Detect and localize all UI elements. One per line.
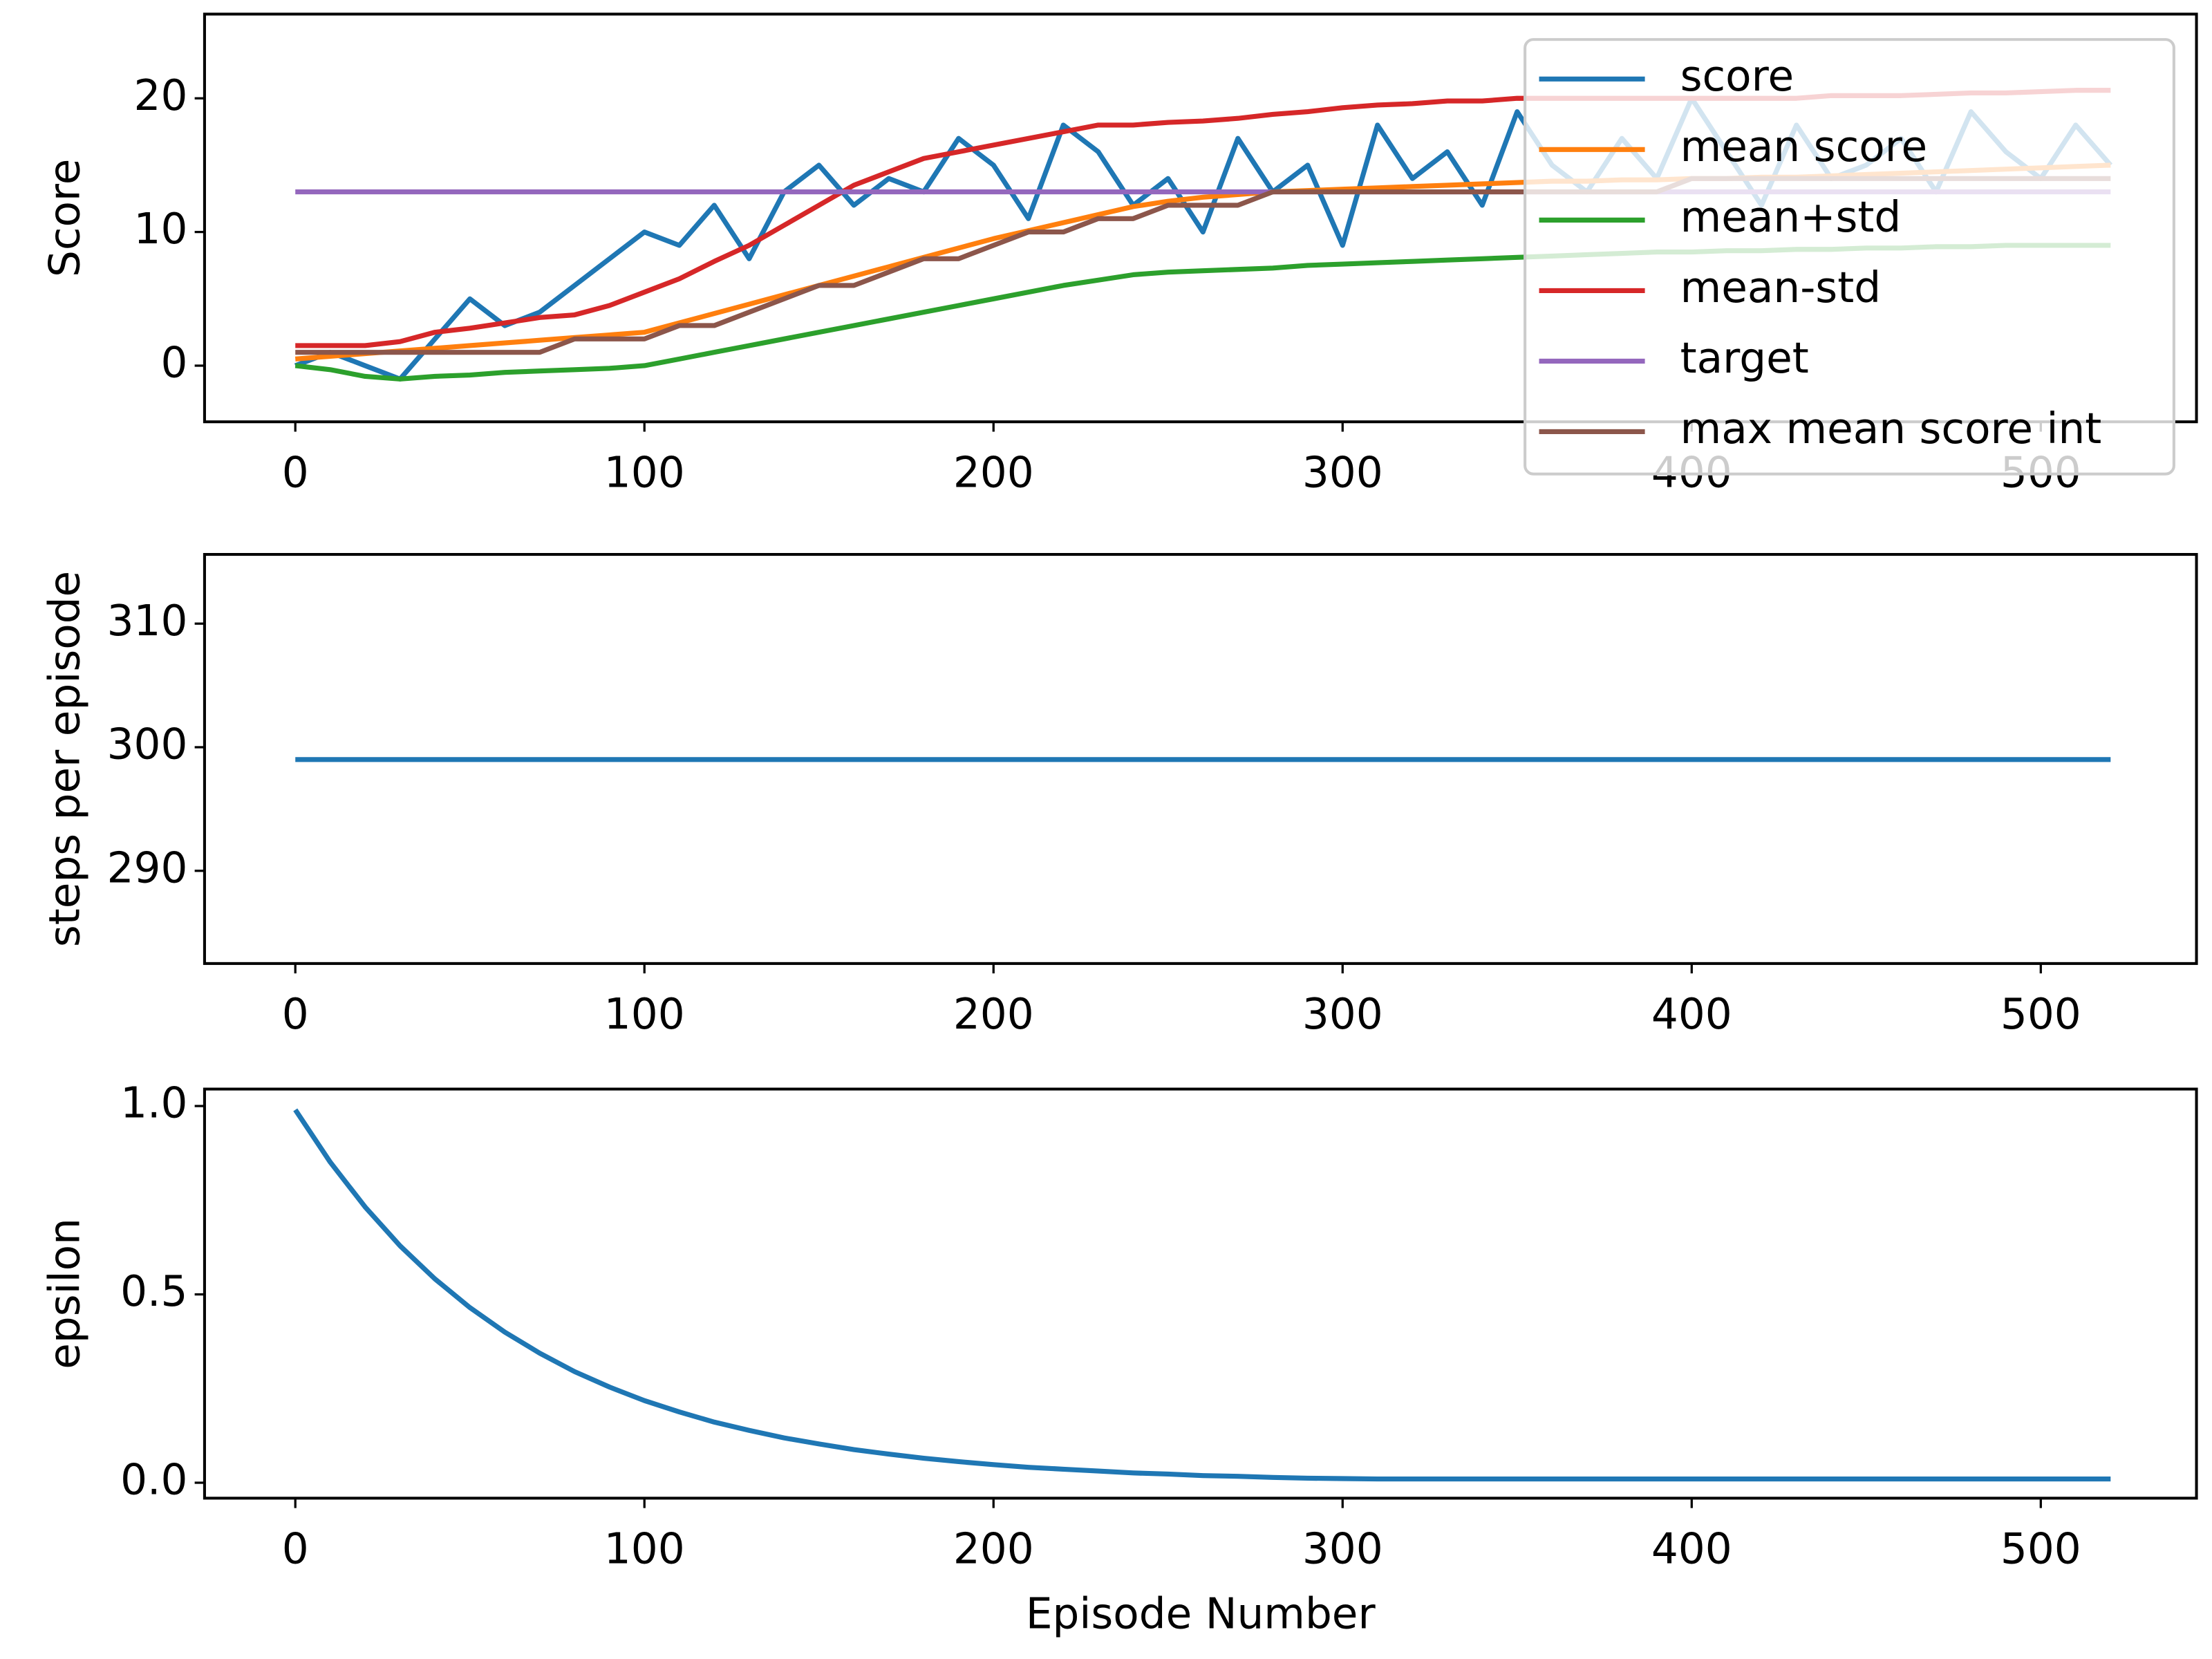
x-axis-label: Episode Number [1026, 1589, 1376, 1638]
y-tick-label: 300 [107, 720, 188, 769]
x-tick-label: 300 [1302, 990, 1383, 1039]
legend-label: mean-std [1680, 263, 1881, 312]
y-tick-label: 1.0 [120, 1079, 187, 1128]
y-tick-label: 20 [134, 71, 188, 120]
y-axis-label: epsilon [41, 1218, 90, 1369]
x-tick-label: 200 [953, 990, 1034, 1039]
series-line [293, 1108, 2111, 1482]
legend-label: mean+std [1680, 193, 1902, 242]
axes-frame [203, 12, 2198, 424]
legend-box [1524, 38, 2175, 476]
x-tick-label: 500 [2000, 1524, 2081, 1573]
x-tick-label: 400 [1651, 990, 1732, 1039]
x-tick-label: 300 [1302, 1524, 1383, 1573]
legend-label: max mean score int [1680, 404, 2102, 453]
y-tick-label: 310 [107, 597, 188, 646]
x-tick-label: 200 [953, 1524, 1034, 1573]
y-tick-label: 0.0 [120, 1456, 187, 1505]
subplot: 010020030040050001020Scorescoremean scor… [41, 12, 2198, 497]
legend-label: target [1680, 334, 1809, 383]
y-tick-label: 0.5 [120, 1267, 187, 1316]
x-tick-label: 100 [604, 990, 685, 1039]
axes-frame [203, 553, 2198, 965]
x-tick-label: 100 [604, 448, 685, 497]
y-tick-label: 10 [134, 205, 188, 254]
x-tick-label: 400 [1651, 1524, 1732, 1573]
y-tick-label: 0 [160, 339, 187, 388]
legend-label: score [1680, 52, 1794, 101]
x-tick-label: 300 [1302, 448, 1383, 497]
subplot: 0 100 200 300 400 500 0.0 0.5 1.0 epsilon Episode … [41, 1079, 2198, 1638]
subplot: 0 100 200 300 400 500 290 300 310 steps per episo… [41, 553, 2198, 1039]
legend: score mean score mean+std mean-std target max… [1524, 38, 2175, 476]
axes-frame [203, 1087, 2198, 1500]
y-tick-label: 290 [107, 843, 188, 892]
x-tick-label: 200 [953, 448, 1034, 497]
x-tick-label: 0 [282, 1524, 309, 1573]
x-tick-label: 500 [2000, 990, 2081, 1039]
y-axis-label: Score [41, 159, 90, 277]
x-tick-label: 0 [282, 990, 309, 1039]
y-axis-label: steps per episode [41, 571, 90, 947]
legend-label: mean score [1680, 122, 1928, 171]
x-tick-label: 0 [282, 448, 309, 497]
x-tick-label: 100 [604, 1524, 685, 1573]
